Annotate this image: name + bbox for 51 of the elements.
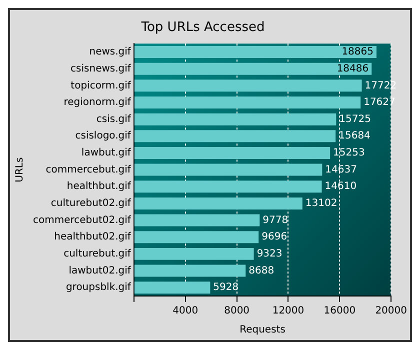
bar bbox=[134, 46, 376, 58]
x-tick-label: 16000 bbox=[324, 306, 356, 317]
y-tick-label: healthbut02.gif bbox=[54, 232, 132, 243]
data-label: 14637 bbox=[325, 164, 357, 176]
data-label: 18865 bbox=[342, 46, 374, 58]
data-label: 15253 bbox=[333, 148, 365, 159]
x-tick-label: 12000 bbox=[272, 306, 304, 317]
x-axis-title: Requests bbox=[240, 324, 286, 336]
data-label: 13102 bbox=[305, 198, 338, 210]
bar bbox=[134, 96, 361, 108]
y-tick-label: news.gif bbox=[89, 46, 132, 58]
y-tick-label: lawbut.gif bbox=[81, 148, 132, 159]
data-label: 8688 bbox=[248, 265, 274, 276]
bar bbox=[134, 264, 246, 277]
y-tick-label: regionorm.gif bbox=[64, 97, 132, 108]
bar bbox=[134, 130, 336, 142]
bar bbox=[134, 231, 259, 244]
y-tick-label: commercebut02.gif bbox=[32, 214, 132, 226]
data-label: 15725 bbox=[339, 114, 371, 125]
x-tick-label: 4000 bbox=[172, 306, 198, 317]
data-label: 5928 bbox=[213, 282, 239, 294]
y-tick-label: csislogo.gif bbox=[75, 130, 132, 142]
y-tick-label: healthbut.gif bbox=[66, 181, 132, 192]
y-tick-label: csis.gif bbox=[96, 114, 132, 125]
data-label: 9696 bbox=[262, 232, 288, 243]
x-tick-label: 8000 bbox=[224, 306, 250, 317]
bar bbox=[134, 80, 362, 92]
bar bbox=[134, 282, 210, 294]
y-tick-label: topicorm.gif bbox=[70, 80, 132, 92]
x-tick-label: 20000 bbox=[375, 306, 407, 317]
bar bbox=[134, 164, 322, 176]
chart-title: Top URLs Accessed bbox=[140, 20, 265, 36]
data-label: 14610 bbox=[324, 181, 357, 192]
y-tick-label: culturebut02.gif bbox=[50, 198, 132, 210]
bar bbox=[134, 113, 336, 126]
data-label: 9778 bbox=[262, 214, 288, 226]
bar bbox=[134, 62, 372, 75]
bar bbox=[134, 248, 254, 260]
y-axis-title: URLs bbox=[14, 157, 26, 182]
y-tick-label: groupsblk.gif bbox=[66, 282, 132, 294]
data-label: 9323 bbox=[256, 248, 282, 260]
y-tick-label: culturebut.gif bbox=[64, 248, 132, 260]
y-tick-label: commercebut.gif bbox=[46, 164, 132, 176]
bar bbox=[134, 197, 302, 210]
bar bbox=[134, 214, 260, 226]
y-tick-label: csisnews.gif bbox=[70, 63, 132, 74]
data-label: 15684 bbox=[338, 130, 370, 142]
bar bbox=[134, 180, 322, 193]
y-tick-label: lawbut02.gif bbox=[68, 265, 132, 276]
bar bbox=[134, 146, 330, 159]
data-label: 18486 bbox=[336, 63, 369, 74]
